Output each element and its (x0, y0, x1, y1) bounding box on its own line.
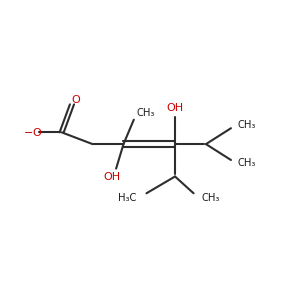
Text: CH₃: CH₃ (137, 108, 155, 118)
Text: O: O (71, 95, 80, 105)
Text: CH₃: CH₃ (201, 193, 220, 203)
Text: CH₃: CH₃ (238, 120, 256, 130)
Text: OH: OH (103, 172, 120, 182)
Text: $\mathregular{-O}$: $\mathregular{-O}$ (23, 126, 43, 138)
Text: OH: OH (167, 103, 184, 113)
Text: H₃C: H₃C (118, 193, 136, 203)
Text: CH₃: CH₃ (238, 158, 256, 168)
